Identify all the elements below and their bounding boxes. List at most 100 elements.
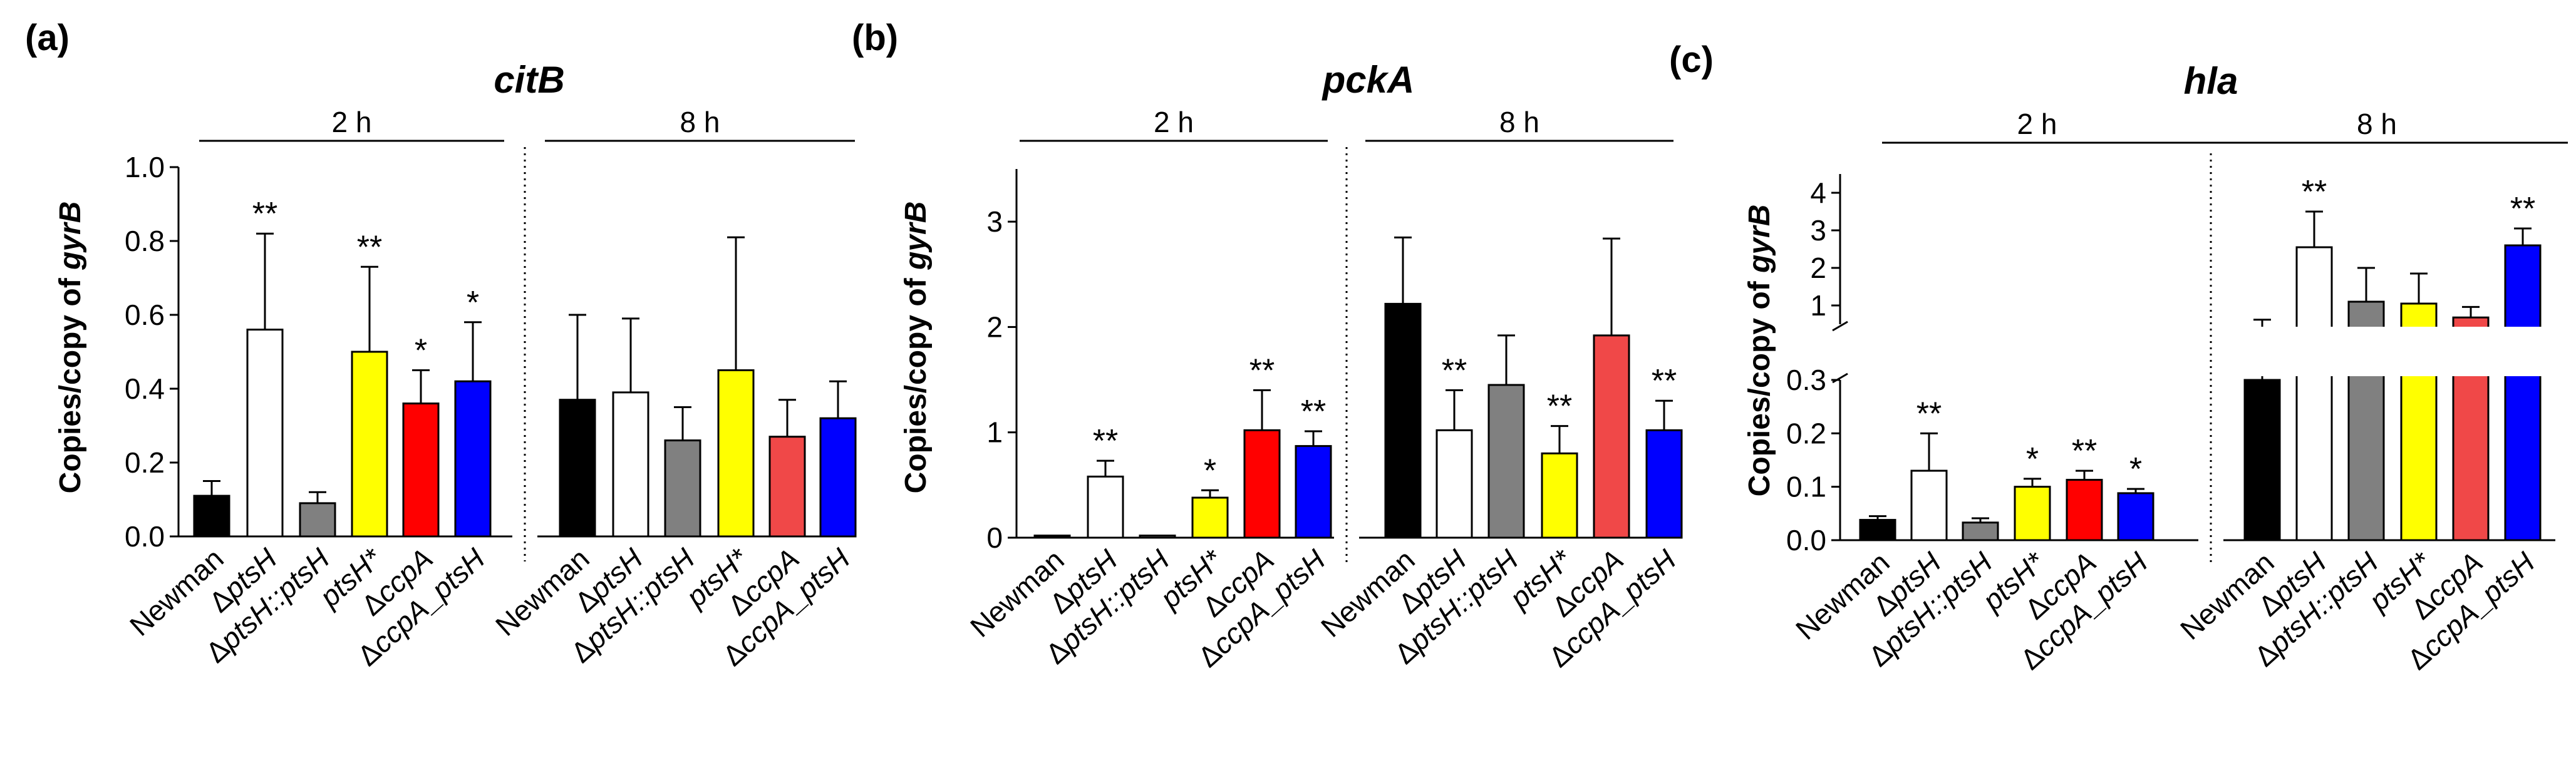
bar: [246, 329, 284, 538]
y-label-gene: gyrB: [54, 202, 87, 270]
bar: [664, 439, 701, 538]
y-label-gene: gyrB: [1743, 205, 1776, 274]
bar: [2117, 492, 2154, 541]
time-label-8h: 8 h: [680, 106, 720, 138]
bar: [1243, 429, 1281, 539]
bar: [1087, 475, 1124, 539]
y-tick-label: 4: [1810, 177, 1826, 209]
y-axis-label: Copies/copy of gyrB: [1743, 205, 1776, 497]
bar: [1295, 445, 1332, 539]
y-tick-label: 3: [1810, 214, 1826, 247]
y-tick-label: 3: [986, 205, 1003, 238]
bar: [402, 402, 440, 538]
significance-label: **: [2072, 433, 2097, 469]
axis-break-gap: [2242, 327, 2282, 376]
panel-citB: (a) citB Copies/copy of gyrB 2 h 8 h 0.0 0.2 0.…: [25, 18, 857, 672]
significance-label: **: [1093, 423, 1118, 459]
group-8h: NewmanΔptsHΔptsH::ptsHptsH*ΔccpAΔccpA_pt…: [489, 236, 857, 672]
bar: [1859, 519, 1896, 541]
bar: [299, 502, 336, 538]
significance-label: **: [1249, 352, 1275, 389]
bar: [612, 391, 649, 538]
time-label-8h: 8 h: [2357, 108, 2397, 140]
significance-label: **: [252, 196, 277, 232]
bar: [454, 380, 492, 538]
y-tick-label: 1.0: [125, 151, 165, 183]
y-axis-label: Copies/copy of gyrB: [899, 202, 933, 494]
panel-pckA: (b) pckA Copies/copy of gyrB 2 h 8 h 0 1 2 3 Newm…: [852, 18, 1683, 673]
y-tick-label: 0.6: [125, 299, 165, 331]
group-2h: Newman**ΔptsHΔptsH::ptsH*ptsH***ΔccpA**Δ…: [964, 352, 1332, 673]
bar: [717, 369, 755, 538]
panel-letter: (c): [1669, 39, 1714, 80]
bar: [351, 351, 388, 538]
y-label-gene: gyrB: [899, 202, 933, 270]
bar: [559, 399, 596, 538]
group-8h: Newman**ΔptsHΔptsH::ptsHptsH*ΔccpA**Δccp…: [2174, 174, 2543, 676]
significance-label: *: [2026, 441, 2039, 478]
chart-title: hla: [2184, 60, 2238, 102]
axis-break-gap: [2346, 327, 2386, 376]
time-label-2h: 2 h: [1154, 106, 1194, 138]
y-label-prefix: Copies/copy of: [1743, 273, 1776, 496]
significance-label: *: [1204, 453, 1216, 489]
axis-break-gap: [2294, 327, 2334, 376]
time-label-2h: 2 h: [332, 106, 372, 138]
y-tick-label: 2: [986, 310, 1003, 343]
axis-break-gap: [2451, 327, 2491, 376]
bar: [1645, 429, 1683, 539]
y-axis-label: Copies/copy of gyrB: [54, 202, 87, 494]
y-tick-label: 0.1: [1786, 471, 1826, 503]
panel-letter: (a): [25, 18, 70, 58]
y-tick-label: 0.4: [125, 372, 165, 405]
significance-label: *: [2129, 451, 2142, 488]
time-label-8h: 8 h: [1499, 106, 1539, 138]
y-tick-label: 0.3: [1786, 364, 1826, 396]
y-label-prefix: Copies/copy of: [899, 270, 933, 493]
significance-label: **: [1652, 363, 1677, 399]
bar: [2504, 244, 2542, 541]
time-label-2h: 2 h: [2017, 108, 2057, 140]
bar: [1962, 521, 1999, 541]
y-tick-label: 0.2: [1786, 417, 1826, 449]
bar: [2243, 379, 2281, 541]
y-tick-label: 0.2: [125, 446, 165, 479]
bar: [2066, 479, 2103, 541]
bar: [193, 494, 230, 538]
significance-label: **: [1916, 396, 1942, 432]
significance-label: **: [357, 229, 382, 265]
bar: [1384, 302, 1422, 539]
y-label-prefix: Copies/copy of: [54, 270, 87, 493]
axis-break-mark: [1832, 320, 1848, 332]
axis-break-mark: [1832, 372, 1848, 384]
significance-label: *: [415, 333, 427, 369]
bar: [2295, 246, 2333, 541]
y-tick-label: 1: [1810, 289, 1826, 322]
group-8h: Newman**ΔptsHΔptsH::ptsH**ptsH*ΔccpA**Δc…: [1315, 236, 1683, 673]
bar: [768, 436, 806, 538]
bar: [1435, 429, 1473, 539]
significance-label: *: [467, 285, 479, 321]
significance-label: **: [1301, 394, 1326, 430]
significance-label: **: [2510, 191, 2535, 227]
bar: [1139, 535, 1176, 539]
chart-title: citB: [494, 59, 564, 101]
axis-break-gap: [2503, 327, 2543, 376]
bar: [1033, 535, 1071, 539]
y-tick-label: 0.8: [125, 225, 165, 257]
chart-title: pckA: [1322, 59, 1415, 101]
y-tick-label: 2: [1810, 252, 1826, 284]
panel-hla: (c) hla Copies/copy of gyrB 2 h 8 h 0.0 0.1 0.2…: [1669, 39, 2568, 676]
significance-label: **: [2302, 174, 2327, 210]
bar: [1593, 334, 1630, 539]
y-tick-label: 1: [986, 416, 1003, 449]
bar: [2014, 486, 2051, 541]
bar: [819, 417, 857, 538]
axis-break-gap: [2399, 327, 2439, 376]
y-tick-label: 0.0: [1786, 524, 1826, 556]
significance-label: **: [1442, 352, 1467, 389]
y-tick-label: 0: [986, 521, 1003, 554]
significance-label: **: [1547, 389, 1572, 425]
group-2h: Newman**ΔptsHΔptsH::ptsH*ptsH***ΔccpA*Δc…: [1789, 396, 2154, 676]
